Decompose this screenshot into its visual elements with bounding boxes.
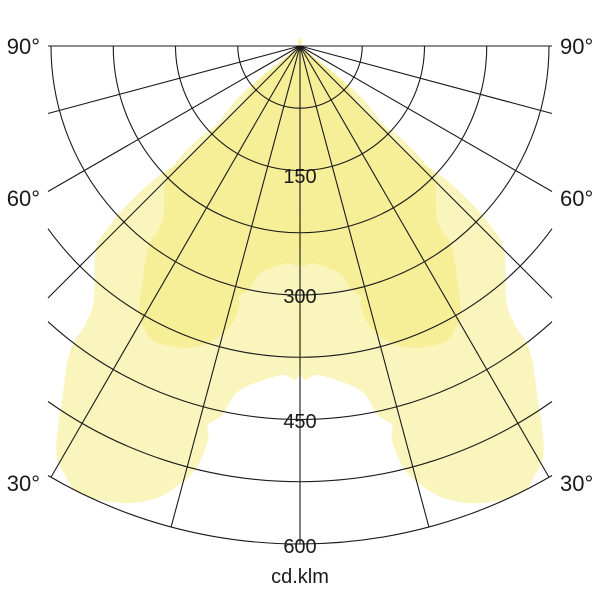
svg-text:90°: 90° bbox=[7, 34, 40, 59]
svg-text:450: 450 bbox=[283, 411, 316, 433]
svg-text:150: 150 bbox=[283, 166, 316, 188]
svg-text:600: 600 bbox=[283, 536, 316, 558]
svg-text:60°: 60° bbox=[7, 186, 40, 211]
svg-text:30°: 30° bbox=[7, 471, 40, 496]
svg-text:60°: 60° bbox=[560, 186, 593, 211]
svg-text:cd.klm: cd.klm bbox=[271, 566, 329, 588]
svg-text:90°: 90° bbox=[560, 34, 593, 59]
svg-text:30°: 30° bbox=[560, 471, 593, 496]
svg-text:300: 300 bbox=[283, 286, 316, 308]
